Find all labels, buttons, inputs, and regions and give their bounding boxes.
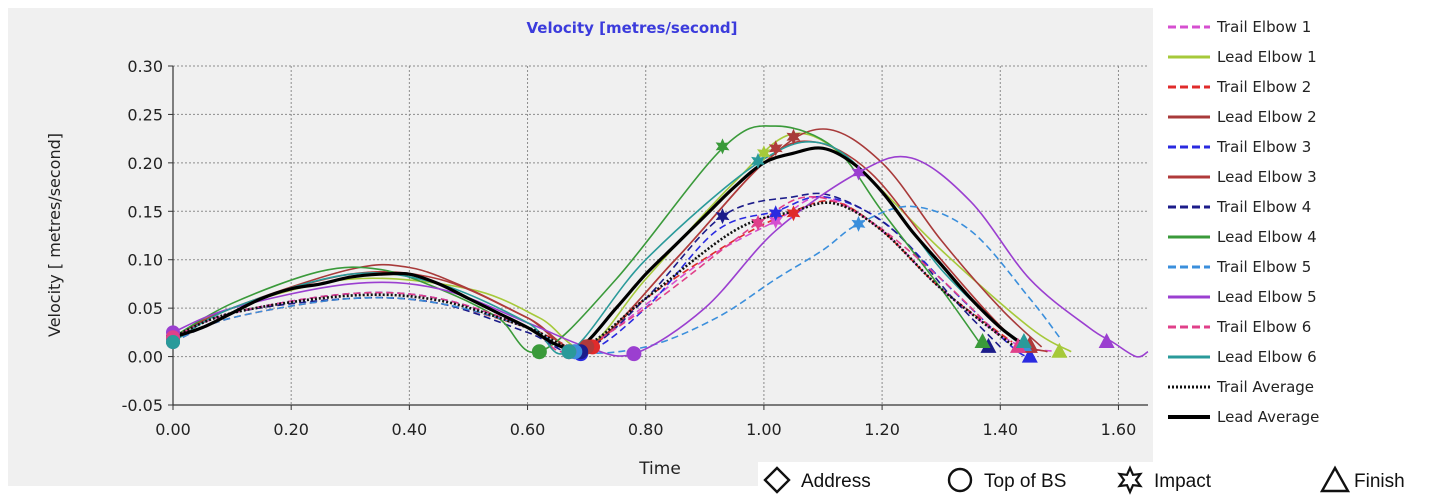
legend-label: Trail Elbow 3 bbox=[1216, 138, 1311, 156]
legend-label: Trail Average bbox=[1216, 378, 1314, 396]
series-line-lead-elbow-4 bbox=[172, 125, 984, 354]
x-tick-label: 0.20 bbox=[273, 420, 309, 439]
x-tick-label: 0.40 bbox=[392, 420, 428, 439]
address-marker bbox=[166, 335, 180, 350]
series-lines bbox=[172, 125, 1149, 358]
series-line-trail-average bbox=[172, 201, 1013, 350]
series-line-lead-average bbox=[172, 146, 1025, 352]
x-axis-label: Time bbox=[638, 459, 681, 479]
legend-label: Lead Elbow 4 bbox=[1217, 228, 1317, 246]
y-tick-label: 0.00 bbox=[127, 348, 163, 367]
x-tick-label: 1.00 bbox=[746, 420, 782, 439]
legend-label: Lead Elbow 3 bbox=[1217, 168, 1317, 186]
series-line-lead-elbow-5 bbox=[172, 155, 1149, 358]
y-axis-label: Velocity [ metres/second] bbox=[45, 133, 64, 337]
series-line-lead-elbow-6 bbox=[172, 140, 1025, 355]
top-of-bs-marker bbox=[561, 344, 577, 360]
impact-marker bbox=[757, 145, 771, 162]
finish-marker bbox=[1098, 333, 1115, 349]
top-of-bs-marker bbox=[626, 346, 642, 362]
plot-area bbox=[173, 66, 1148, 405]
x-tick-label: 1.20 bbox=[864, 420, 900, 439]
marker-legend-label: Top of BS bbox=[984, 471, 1066, 492]
y-tick-label: 0.10 bbox=[127, 251, 163, 270]
finish-marker bbox=[1021, 347, 1038, 363]
y-tick-label: 0.20 bbox=[127, 154, 163, 173]
legend-label: Lead Elbow 2 bbox=[1217, 108, 1317, 126]
impact-marker bbox=[786, 205, 801, 222]
impact-marker bbox=[751, 214, 765, 231]
legend-label: Trail Elbow 4 bbox=[1216, 198, 1311, 216]
series-line-lead-elbow-1 bbox=[172, 132, 1072, 353]
impact-marker bbox=[851, 164, 866, 181]
legend-label: Lead Elbow 5 bbox=[1217, 288, 1317, 306]
legend-label: Trail Elbow 5 bbox=[1216, 258, 1311, 276]
finish-marker bbox=[1051, 342, 1068, 358]
circle-legend-icon bbox=[947, 467, 973, 493]
legend-label: Trail Elbow 6 bbox=[1216, 318, 1311, 336]
legend-label: Trail Elbow 2 bbox=[1216, 78, 1311, 96]
chart-title: Velocity [metres/second] bbox=[527, 19, 738, 37]
marker-legend: Address Top of BS Impact Finish bbox=[763, 465, 1405, 495]
series-line-trail-elbow-5 bbox=[172, 205, 1061, 354]
finish-marker bbox=[1015, 333, 1032, 349]
y-tick-label: 0.30 bbox=[127, 57, 163, 76]
tick-labels: 0.00 0.20 0.40 0.60 0.80 1.00 1.20 1.40 1.60 0.30… bbox=[122, 57, 1137, 439]
legend-label: Lead Elbow 1 bbox=[1217, 48, 1317, 66]
legend-label: Lead Elbow 6 bbox=[1217, 348, 1317, 366]
marker-legend-label: Address bbox=[801, 471, 871, 492]
marker-legend-label: Finish bbox=[1354, 471, 1405, 492]
impact-marker bbox=[768, 140, 783, 157]
x-tick-label: 1.60 bbox=[1101, 420, 1137, 439]
x-tick-label: 0.00 bbox=[155, 420, 191, 439]
y-tick-label: 0.05 bbox=[127, 299, 163, 318]
y-tick-label: 0.15 bbox=[127, 202, 163, 221]
y-tick-label: -0.05 bbox=[122, 396, 163, 415]
x-tick-label: 1.40 bbox=[982, 420, 1018, 439]
legend-label: Trail Elbow 1 bbox=[1216, 18, 1311, 36]
impact-marker bbox=[751, 152, 765, 169]
star-legend-icon bbox=[1117, 465, 1143, 495]
impact-marker bbox=[715, 138, 730, 155]
impact-marker bbox=[715, 208, 730, 225]
legend-label: Lead Average bbox=[1217, 408, 1319, 426]
impact-marker bbox=[786, 128, 801, 145]
series-line-trail-elbow-4 bbox=[172, 192, 1001, 354]
marker-legend-label: Impact bbox=[1154, 471, 1212, 492]
x-tick-label: 0.80 bbox=[628, 420, 664, 439]
impact-marker bbox=[768, 205, 783, 222]
series-legend: Trail Elbow 1 Lead Elbow 1 Trail Elbow 2 Le… bbox=[1168, 18, 1319, 426]
y-tick-label: 0.25 bbox=[127, 105, 163, 124]
event-markers bbox=[166, 128, 1115, 363]
impact-marker bbox=[851, 215, 866, 232]
x-tick-label: 0.60 bbox=[510, 420, 546, 439]
diamond-legend-icon bbox=[763, 466, 791, 494]
triangle-legend-icon bbox=[1319, 465, 1351, 493]
top-of-bs-marker bbox=[531, 344, 547, 360]
finish-marker bbox=[974, 333, 991, 349]
